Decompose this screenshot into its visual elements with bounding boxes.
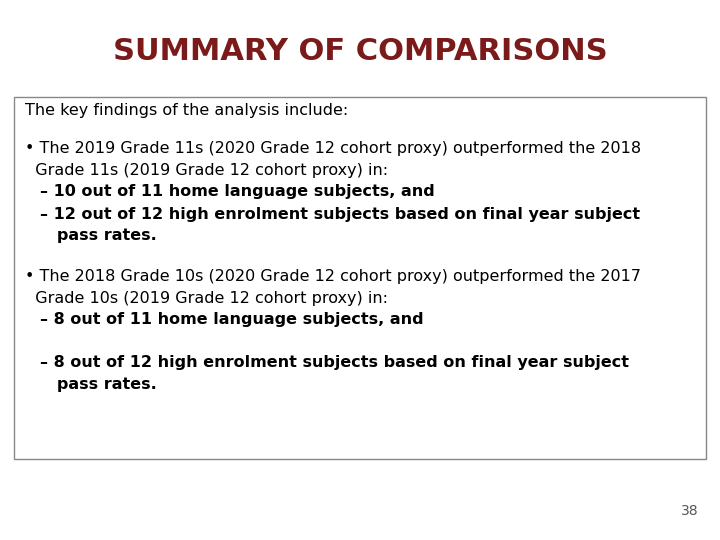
Text: 38: 38 — [681, 504, 698, 518]
Text: The key findings of the analysis include:: The key findings of the analysis include… — [25, 103, 348, 118]
Text: Grade 10s (2019 Grade 12 cohort proxy) in:: Grade 10s (2019 Grade 12 cohort proxy) i… — [25, 291, 388, 306]
Text: • The 2018 Grade 10s (2020 Grade 12 cohort proxy) outperformed the 2017: • The 2018 Grade 10s (2020 Grade 12 coho… — [25, 269, 642, 284]
Text: – 8 out of 12 high enrolment subjects based on final year subject: – 8 out of 12 high enrolment subjects ba… — [40, 355, 629, 370]
Text: – 8 out of 11 home language subjects, and: – 8 out of 11 home language subjects, an… — [40, 312, 423, 327]
Text: • The 2019 Grade 11s (2020 Grade 12 cohort proxy) outperformed the 2018: • The 2019 Grade 11s (2020 Grade 12 coho… — [25, 141, 642, 156]
FancyBboxPatch shape — [14, 97, 706, 459]
Text: pass rates.: pass rates. — [40, 228, 156, 244]
Text: pass rates.: pass rates. — [40, 377, 156, 392]
Text: – 12 out of 12 high enrolment subjects based on final year subject: – 12 out of 12 high enrolment subjects b… — [40, 207, 640, 222]
Text: SUMMARY OF COMPARISONS: SUMMARY OF COMPARISONS — [113, 37, 607, 66]
Text: Grade 11s (2019 Grade 12 cohort proxy) in:: Grade 11s (2019 Grade 12 cohort proxy) i… — [25, 163, 388, 178]
Text: – 10 out of 11 home language subjects, and: – 10 out of 11 home language subjects, a… — [40, 184, 434, 199]
